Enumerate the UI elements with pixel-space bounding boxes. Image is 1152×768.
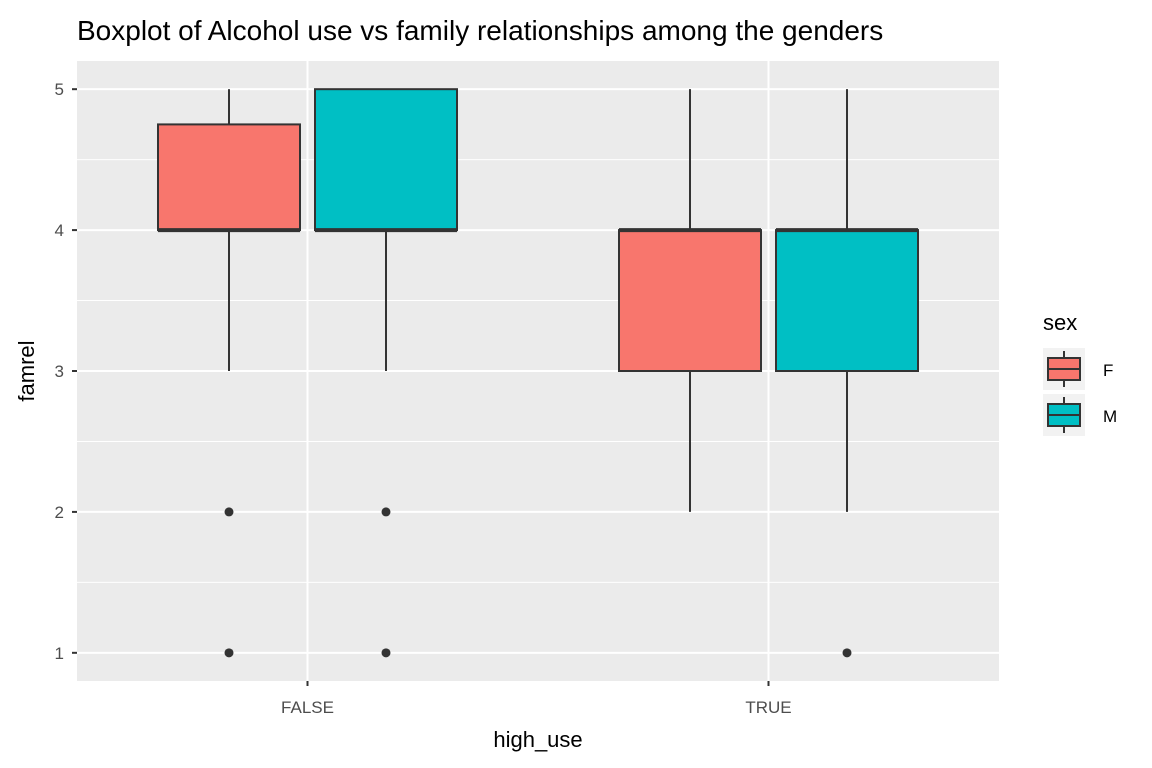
legend-label: F xyxy=(1103,361,1113,380)
chart-title: Boxplot of Alcohol use vs family relatio… xyxy=(77,15,883,46)
legend-label: M xyxy=(1103,407,1117,426)
y-tick-label: 5 xyxy=(55,80,64,99)
y-tick-label: 1 xyxy=(55,644,64,663)
box-M-FALSE xyxy=(314,88,458,658)
outlier-point xyxy=(381,648,391,658)
box-F-FALSE xyxy=(157,89,301,658)
y-axis-title: famrel xyxy=(14,340,39,401)
x-axis: FALSE TRUE xyxy=(281,681,792,717)
legend: sex F M xyxy=(1043,310,1117,436)
x-axis-title: high_use xyxy=(493,727,582,752)
legend-title: sex xyxy=(1043,310,1077,335)
legend-item-M: M xyxy=(1043,394,1117,436)
box-F-TRUE xyxy=(618,89,762,512)
x-tick-label: TRUE xyxy=(745,698,791,717)
outlier-point xyxy=(842,648,852,658)
box-M-TRUE xyxy=(775,89,919,658)
outlier-point xyxy=(224,507,234,517)
box-iqr xyxy=(775,229,919,372)
x-tick-label: FALSE xyxy=(281,698,334,717)
outlier-point xyxy=(381,507,391,517)
box-iqr xyxy=(618,229,762,372)
legend-item-F: F xyxy=(1043,348,1113,390)
box-iqr xyxy=(314,88,458,232)
y-tick-label: 2 xyxy=(55,503,64,522)
box-series xyxy=(157,88,919,658)
y-tick-label: 4 xyxy=(55,221,64,240)
y-tick-label: 3 xyxy=(55,362,64,381)
y-axis: 1 2 3 4 5 xyxy=(55,80,77,663)
outlier-point xyxy=(224,648,234,658)
box-iqr xyxy=(157,123,301,232)
